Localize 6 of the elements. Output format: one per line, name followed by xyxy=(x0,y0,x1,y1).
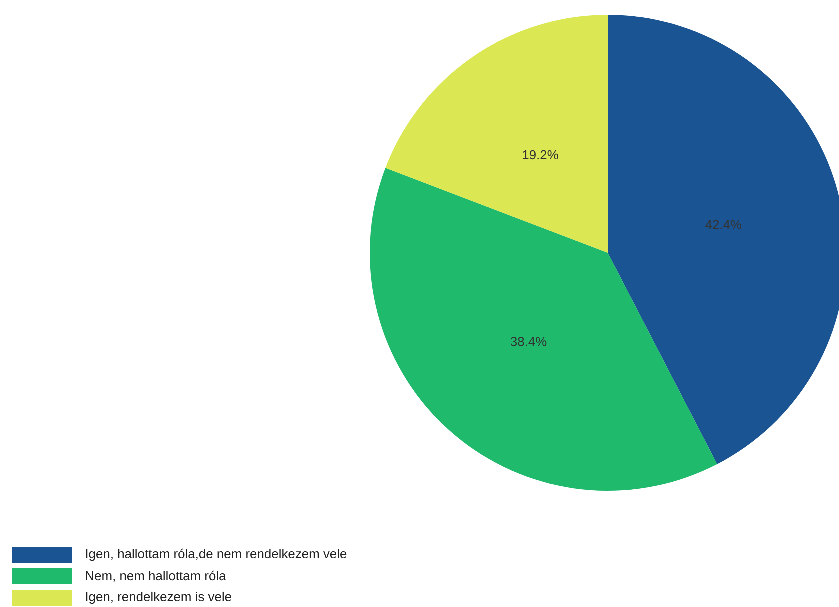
legend-label: Igen, hallottam róla,de nem rendelkezem vele xyxy=(86,548,347,562)
legend-label: Nem, nem hallottam róla xyxy=(86,570,226,582)
data-label: 38.4% xyxy=(510,337,547,346)
legend-label: Igen, rendelkezem is vele xyxy=(86,592,232,604)
data-label: 19.2% xyxy=(523,150,558,160)
data-label: 42.4% xyxy=(706,220,742,230)
